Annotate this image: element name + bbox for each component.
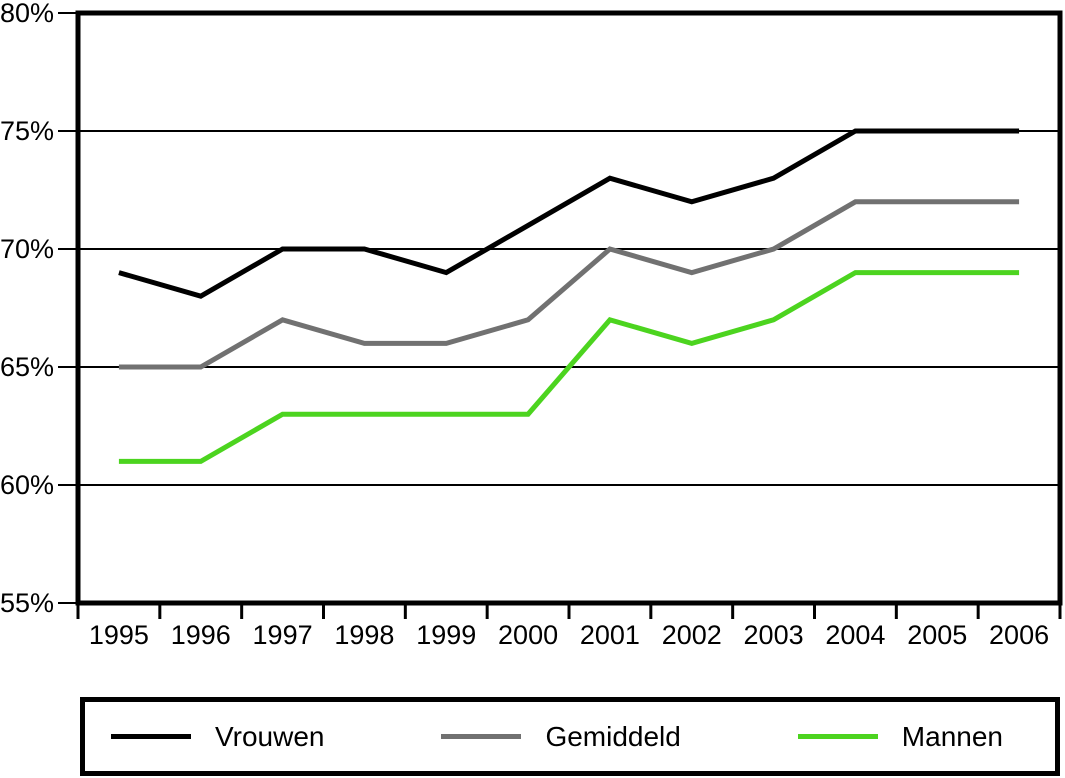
plot-frame	[75, 10, 1063, 606]
legend-item-gemiddeld: Gemiddeld	[441, 720, 681, 752]
y-tick-label-80: 80%	[0, 0, 55, 28]
y-tick-label-60: 60%	[0, 470, 55, 500]
legend-label-gemiddeld: Gemiddeld	[545, 720, 681, 752]
series-line-vrouwen	[118, 128, 1020, 299]
vrouwen-line-swatch	[111, 734, 191, 739]
mannen-line-swatch	[797, 734, 878, 739]
y-tick-label-55: 55%	[0, 588, 55, 618]
legend-label-vrouwen: Vrouwen	[215, 720, 325, 752]
y-tick-label-65: 65%	[0, 352, 55, 382]
x-tick-label-2006: 2006	[989, 620, 1050, 650]
legend-item-mannen: Mannen	[797, 720, 1003, 752]
series-line-mannen	[118, 270, 1020, 464]
y-tick-label-75: 75%	[0, 116, 55, 146]
x-tick-label-1997: 1997	[252, 620, 313, 650]
x-tick-label-1998: 1998	[334, 620, 395, 650]
x-tick-label-2000: 2000	[498, 620, 559, 650]
x-tick-label-2001: 2001	[579, 620, 640, 650]
legend-item-vrouwen: Vrouwen	[111, 720, 325, 752]
legend: Vrouwen Gemiddeld Mannen	[80, 697, 1060, 776]
series-line-gemiddeld	[118, 199, 1020, 370]
legend-label-mannen: Mannen	[901, 720, 1003, 752]
x-tick-label-1996: 1996	[170, 620, 231, 650]
y-tick-label-70: 70%	[0, 234, 55, 264]
x-tick-label-1999: 1999	[416, 620, 477, 650]
x-tick-label-2005: 2005	[907, 620, 968, 650]
x-tick-label-2003: 2003	[743, 620, 804, 650]
gemiddeld-line-swatch	[441, 734, 522, 739]
x-tick-label-2004: 2004	[825, 620, 886, 650]
x-tick-label-2002: 2002	[661, 620, 722, 650]
x-tick-label-1995: 1995	[88, 620, 149, 650]
